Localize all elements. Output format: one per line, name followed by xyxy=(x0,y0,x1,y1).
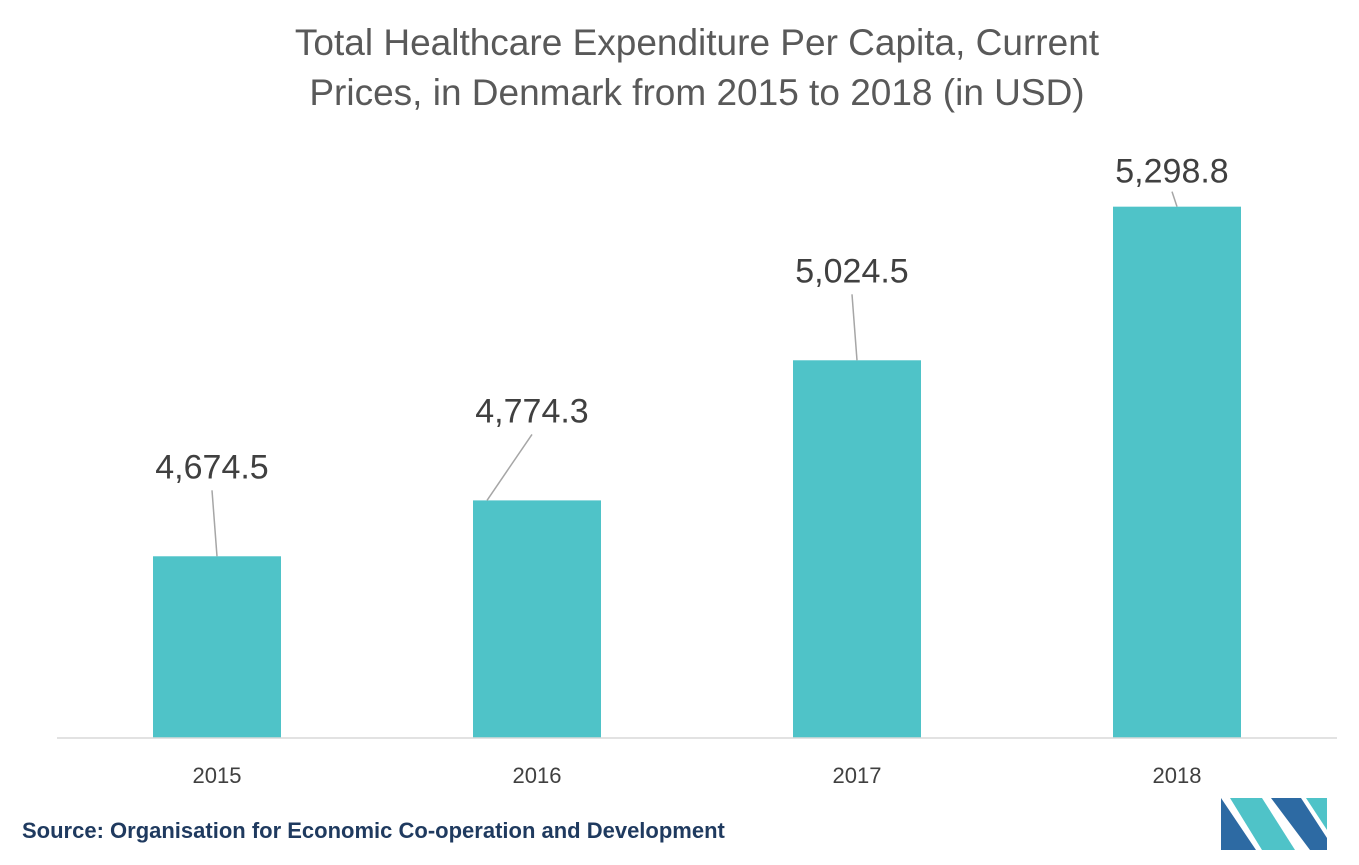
value-label-2017: 5,024.5 xyxy=(795,252,908,290)
mordor-intelligence-logo xyxy=(1221,798,1327,850)
chart-title-line-2: Prices, in Denmark from 2015 to 2018 (in… xyxy=(309,72,1084,113)
x-tick-label-2015: 2015 xyxy=(193,763,242,788)
x-tick-label-2017: 2017 xyxy=(833,763,882,788)
logo-shape-left xyxy=(1221,798,1256,850)
leader-lines-group xyxy=(211,191,1178,557)
logo-shape-right xyxy=(1271,798,1327,850)
leader-line-2018 xyxy=(1171,191,1178,207)
bar-2018 xyxy=(1113,206,1241,738)
logo-shape-middle xyxy=(1230,798,1295,850)
x-tick-label-2018: 2018 xyxy=(1153,763,1202,788)
value-label-2018: 5,298.8 xyxy=(1115,153,1228,191)
value-label-2016: 4,774.3 xyxy=(475,392,588,430)
leader-line-2016 xyxy=(486,433,533,501)
chart-title-line-1: Total Healthcare Expenditure Per Capita,… xyxy=(295,22,1100,63)
logo-shape-right-top xyxy=(1306,798,1327,830)
x-tick-label-2016: 2016 xyxy=(513,763,562,788)
bars-group xyxy=(153,206,1241,738)
value-label-2015: 4,674.5 xyxy=(155,448,268,486)
chart-title: Total Healthcare Expenditure Per Capita,… xyxy=(295,22,1100,113)
source-note: Source: Organisation for Economic Co-ope… xyxy=(22,818,726,843)
bar-2017 xyxy=(793,360,921,738)
leader-line-2017 xyxy=(851,294,858,361)
bar-2016 xyxy=(473,500,601,738)
value-labels-group: 4,674.5 4,774.3 5,024.5 5,298.8 xyxy=(155,153,1228,487)
bar-2015 xyxy=(153,556,281,738)
leader-line-2015 xyxy=(211,490,218,557)
x-axis-tick-labels: 2015 2016 2017 2018 xyxy=(193,763,1202,788)
